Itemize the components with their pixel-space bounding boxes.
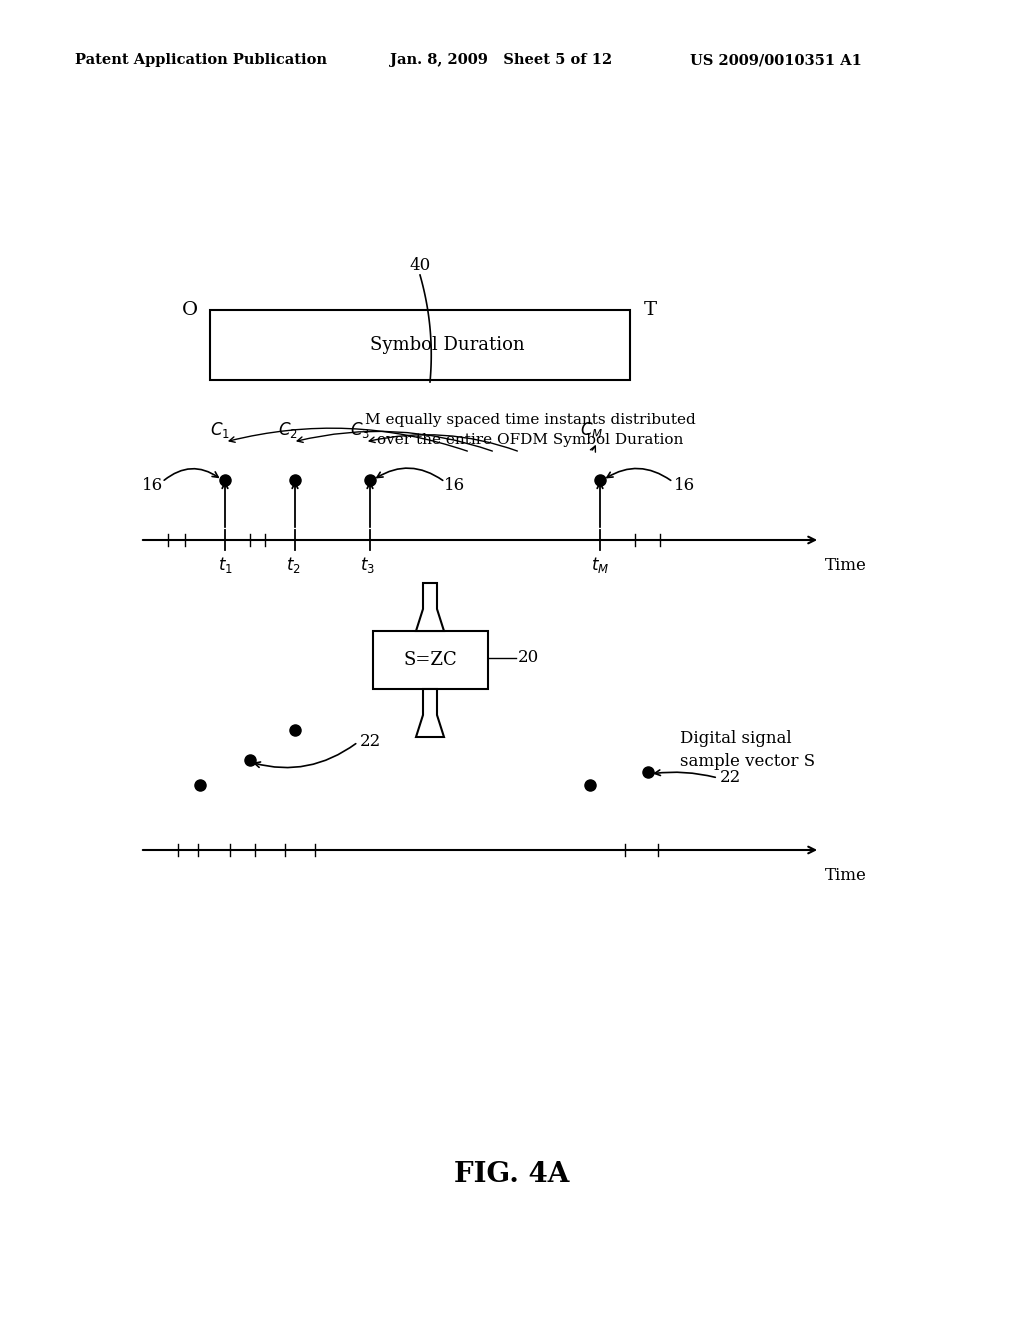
Text: $t_M$: $t_M$ (591, 554, 609, 576)
Text: 16: 16 (141, 477, 163, 494)
Text: 16: 16 (444, 477, 466, 494)
Text: $C_2$: $C_2$ (279, 420, 298, 440)
Text: US 2009/0010351 A1: US 2009/0010351 A1 (690, 53, 862, 67)
Bar (210, 310, 630, 380)
Polygon shape (416, 583, 444, 631)
Text: 16: 16 (675, 477, 695, 494)
Text: $C_M$: $C_M$ (581, 420, 604, 440)
Text: $t_1$: $t_1$ (217, 554, 232, 576)
Text: 40: 40 (410, 256, 431, 273)
Bar (373, 631, 487, 689)
Text: Patent Application Publication: Patent Application Publication (75, 53, 327, 67)
Text: 22: 22 (360, 734, 381, 751)
Polygon shape (416, 689, 444, 737)
Text: M equally spaced time instants distributed
over the entire OFDM Symbol Duration: M equally spaced time instants distribut… (365, 413, 695, 446)
Text: 20: 20 (517, 649, 539, 667)
Text: Symbol Duration: Symbol Duration (370, 337, 524, 354)
Text: Jan. 8, 2009   Sheet 5 of 12: Jan. 8, 2009 Sheet 5 of 12 (390, 53, 612, 67)
Text: 22: 22 (720, 770, 741, 787)
Text: Time: Time (825, 866, 867, 883)
Text: $C_3$: $C_3$ (350, 420, 370, 440)
Text: Digital signal
sample vector S: Digital signal sample vector S (680, 730, 815, 771)
Text: Time: Time (825, 557, 867, 573)
Text: FIG. 4A: FIG. 4A (455, 1162, 569, 1188)
Text: T: T (643, 301, 656, 319)
Text: $t_3$: $t_3$ (360, 554, 376, 576)
Text: $C_1$: $C_1$ (210, 420, 230, 440)
Text: $t_2$: $t_2$ (286, 554, 300, 576)
Text: S=ZC: S=ZC (403, 651, 457, 669)
Text: O: O (182, 301, 198, 319)
